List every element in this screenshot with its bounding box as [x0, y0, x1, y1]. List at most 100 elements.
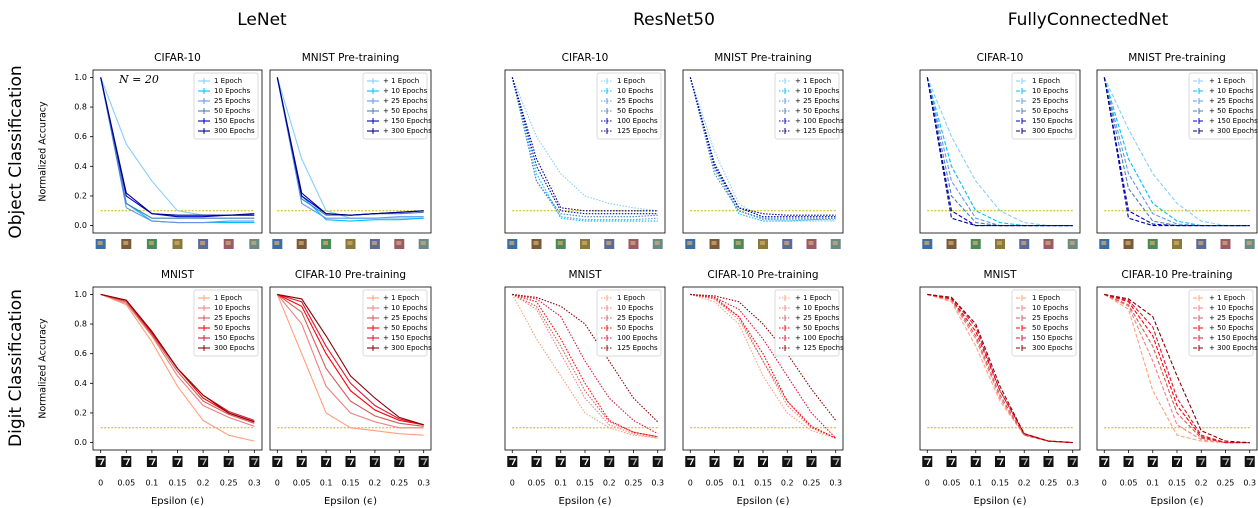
thumbnail-detail	[972, 241, 978, 245]
legend-label: + 50 Epochs	[383, 324, 428, 332]
thumbnail	[970, 456, 981, 467]
legend-label: + 150 Epochs	[383, 334, 432, 342]
legend-label: + 10 Epochs	[795, 304, 840, 312]
legend-label: 150 Epochs	[214, 117, 255, 125]
panel-title: MNIST	[161, 269, 195, 281]
thumbnail-detail	[808, 241, 814, 245]
legend-label: + 50 Epochs	[1209, 107, 1254, 115]
thumbnail-detail	[274, 241, 280, 245]
thumbnail-digit	[533, 458, 541, 466]
series-line	[277, 293, 424, 426]
series-line	[690, 293, 836, 439]
y-tick-label: 0.4	[74, 162, 87, 171]
x-tick-label: 0.25	[803, 479, 821, 488]
thumbnail	[1099, 456, 1110, 467]
thumbnail-detail	[948, 241, 954, 245]
legend-label: 1 Epoch	[1032, 294, 1060, 302]
legend-label: 300 Epochs	[1032, 127, 1073, 135]
x-tick-label: 0.05	[943, 479, 961, 488]
series-line	[512, 293, 658, 435]
thumbnail-digit	[1222, 458, 1230, 466]
x-tick-label: 0.05	[117, 479, 135, 488]
legend-label: + 25 Epochs	[795, 97, 840, 105]
thumbnail-detail	[606, 241, 612, 245]
y-tick-label: 0.4	[74, 379, 87, 388]
x-tick-label: 0	[925, 479, 930, 488]
legend-label: 100 Epochs	[617, 117, 658, 125]
thumbnail-digit	[711, 458, 719, 466]
series-line	[1104, 293, 1250, 444]
column-title: FullyConnectedNet	[1008, 10, 1169, 30]
legend-box	[596, 72, 662, 140]
legend-label: 100 Epochs	[617, 334, 658, 342]
series-line	[927, 293, 1073, 444]
series-line	[689, 77, 836, 218]
thumbnail-detail	[371, 241, 377, 245]
thumbnail-digit	[1246, 458, 1254, 466]
legend-label: + 1 Epoch	[1209, 294, 1245, 302]
thumbnail-detail	[1198, 241, 1204, 245]
series-line	[511, 77, 658, 212]
plot-frame	[269, 69, 432, 234]
series-line	[927, 293, 1073, 444]
x-tick-label: 0.05	[528, 479, 546, 488]
series-line	[689, 77, 836, 219]
thumbnail	[321, 456, 332, 467]
thumbnail-digit	[420, 458, 428, 466]
legend-box	[1188, 72, 1254, 140]
x-tick-label: 0.25	[1217, 479, 1235, 488]
series-line	[100, 77, 255, 216]
x-tick-label: 0.15	[342, 479, 360, 488]
legend-label: + 50 Epochs	[795, 107, 840, 115]
series-line	[100, 293, 255, 427]
thumbnail-detail	[323, 241, 329, 245]
series-line	[276, 77, 424, 219]
thumbnail-digit	[298, 458, 306, 466]
thumbnail-digit	[174, 458, 182, 466]
series-line	[100, 293, 255, 442]
legend-label: 50 Epochs	[214, 324, 251, 332]
thumbnail	[782, 456, 793, 467]
legend-label: 10 Epochs	[617, 87, 654, 95]
thumbnail	[628, 456, 639, 467]
legend-label: + 125 Epochs	[795, 344, 844, 352]
x-tick-label: 0.3	[417, 479, 430, 488]
thumbnail-detail	[654, 241, 660, 245]
x-tick-label: 0.3	[248, 479, 261, 488]
thumbnail-detail	[1045, 241, 1051, 245]
plot-frame	[92, 69, 263, 234]
legend-label: + 25 Epochs	[1209, 314, 1254, 322]
series-line	[512, 293, 658, 438]
thumbnail	[733, 456, 744, 467]
x-axis-label: Epsilon (ϵ)	[736, 496, 789, 507]
thumbnail-detail	[347, 241, 353, 245]
y-tick-label: 0.0	[74, 221, 87, 230]
series-line	[690, 293, 837, 421]
series-line	[511, 294, 658, 439]
panel-title: CIFAR-10	[562, 52, 609, 64]
x-tick-label: 0.3	[1066, 479, 1079, 488]
thumbnail-digit	[735, 458, 743, 466]
legend-label: + 50 Epochs	[795, 324, 840, 332]
thumbnail-digit	[1021, 458, 1029, 466]
legend-label: + 1 Epoch	[383, 294, 419, 302]
legend-label: 1 Epoch	[214, 77, 242, 85]
thumbnail	[1172, 456, 1182, 467]
y-tick-label: 0.6	[74, 349, 87, 358]
thumbnail-detail	[225, 241, 231, 245]
thumbnail-detail	[174, 241, 180, 245]
legend-label: 50 Epochs	[1032, 324, 1069, 332]
thumbnail-detail	[420, 241, 426, 245]
legend-box	[1011, 72, 1077, 140]
legend-label: + 150 Epochs	[1209, 117, 1258, 125]
thumbnail	[394, 456, 405, 467]
legend-label: 125 Epochs	[617, 344, 658, 352]
series-line	[689, 77, 836, 216]
legend-label: 10 Epochs	[1032, 304, 1069, 312]
y-tick-label: 1.0	[74, 290, 87, 299]
legend-box	[774, 72, 840, 140]
x-tick-label: 0.3	[651, 479, 664, 488]
legend-label: + 50 Epochs	[1209, 324, 1254, 332]
series-line	[1103, 77, 1250, 227]
legend-label: + 1 Epoch	[795, 77, 831, 85]
